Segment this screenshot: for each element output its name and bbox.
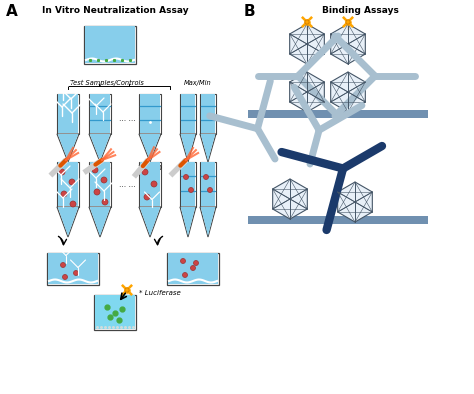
Polygon shape [140,162,160,206]
Polygon shape [180,162,196,207]
Circle shape [63,275,67,279]
Polygon shape [57,162,79,207]
Polygon shape [290,24,324,64]
Circle shape [183,175,189,180]
Text: 1:3160: 1:3160 [137,165,163,171]
Circle shape [346,20,350,24]
Text: Max/Min: Max/Min [184,80,212,86]
Circle shape [203,175,209,180]
Polygon shape [89,207,111,237]
Circle shape [59,169,65,175]
Text: ... ...: ... ... [118,180,135,189]
Polygon shape [58,207,78,236]
Circle shape [142,169,148,175]
Text: ... ...: ... ... [118,113,135,123]
Polygon shape [180,134,196,162]
Polygon shape [47,253,99,285]
Polygon shape [58,162,78,206]
Polygon shape [139,94,161,134]
Polygon shape [201,162,215,206]
Polygon shape [139,207,161,237]
Polygon shape [200,134,216,162]
Text: Test Samples/Controls: Test Samples/Controls [70,80,144,86]
Polygon shape [140,94,160,133]
Polygon shape [89,134,111,162]
Polygon shape [181,134,195,161]
Polygon shape [290,72,324,112]
Circle shape [92,167,98,173]
Circle shape [181,258,185,264]
Text: B: B [244,4,255,19]
Polygon shape [140,207,160,236]
Text: 1:1: 1:1 [62,165,73,171]
Polygon shape [331,24,365,64]
Polygon shape [201,94,215,133]
Polygon shape [200,162,216,207]
Polygon shape [200,207,216,237]
Circle shape [102,199,108,205]
Text: A: A [6,4,18,19]
Polygon shape [58,94,78,133]
Polygon shape [58,134,78,161]
Polygon shape [85,26,135,63]
Circle shape [94,189,100,195]
Circle shape [144,194,150,200]
Polygon shape [180,207,196,237]
Polygon shape [273,179,307,219]
Polygon shape [200,94,216,134]
FancyBboxPatch shape [248,110,428,118]
Circle shape [70,201,76,207]
Circle shape [208,188,212,193]
Polygon shape [181,207,195,236]
Circle shape [61,191,67,197]
Circle shape [73,271,79,275]
Circle shape [182,273,188,277]
Polygon shape [90,207,110,236]
Circle shape [61,262,65,268]
Polygon shape [201,207,215,236]
Polygon shape [167,253,219,285]
Circle shape [101,177,107,183]
Polygon shape [168,253,219,284]
Polygon shape [181,162,195,206]
Polygon shape [84,26,136,64]
Polygon shape [94,295,136,330]
Polygon shape [181,94,195,133]
Circle shape [305,20,309,24]
Polygon shape [201,134,215,161]
Circle shape [69,179,75,185]
Polygon shape [140,134,160,161]
Polygon shape [89,162,111,207]
Circle shape [125,288,129,292]
Polygon shape [57,134,79,162]
Polygon shape [331,72,365,112]
Polygon shape [139,162,161,207]
Polygon shape [337,182,372,222]
Polygon shape [95,295,135,329]
Text: * Luciferase: * Luciferase [139,290,181,296]
Circle shape [151,181,157,187]
Polygon shape [57,94,79,134]
Polygon shape [180,94,196,134]
Polygon shape [90,94,110,133]
Polygon shape [139,134,161,162]
Polygon shape [90,134,110,161]
Text: In Vitro Neutralization Assay: In Vitro Neutralization Assay [42,6,188,15]
Circle shape [191,266,195,271]
Polygon shape [90,162,110,206]
Text: Binding Assays: Binding Assays [321,6,399,15]
Polygon shape [57,207,79,237]
FancyBboxPatch shape [248,216,428,224]
Text: 1:3.16: 1:3.16 [89,165,111,171]
Polygon shape [89,94,111,134]
Polygon shape [48,253,98,284]
Circle shape [193,260,199,266]
Circle shape [189,188,193,193]
